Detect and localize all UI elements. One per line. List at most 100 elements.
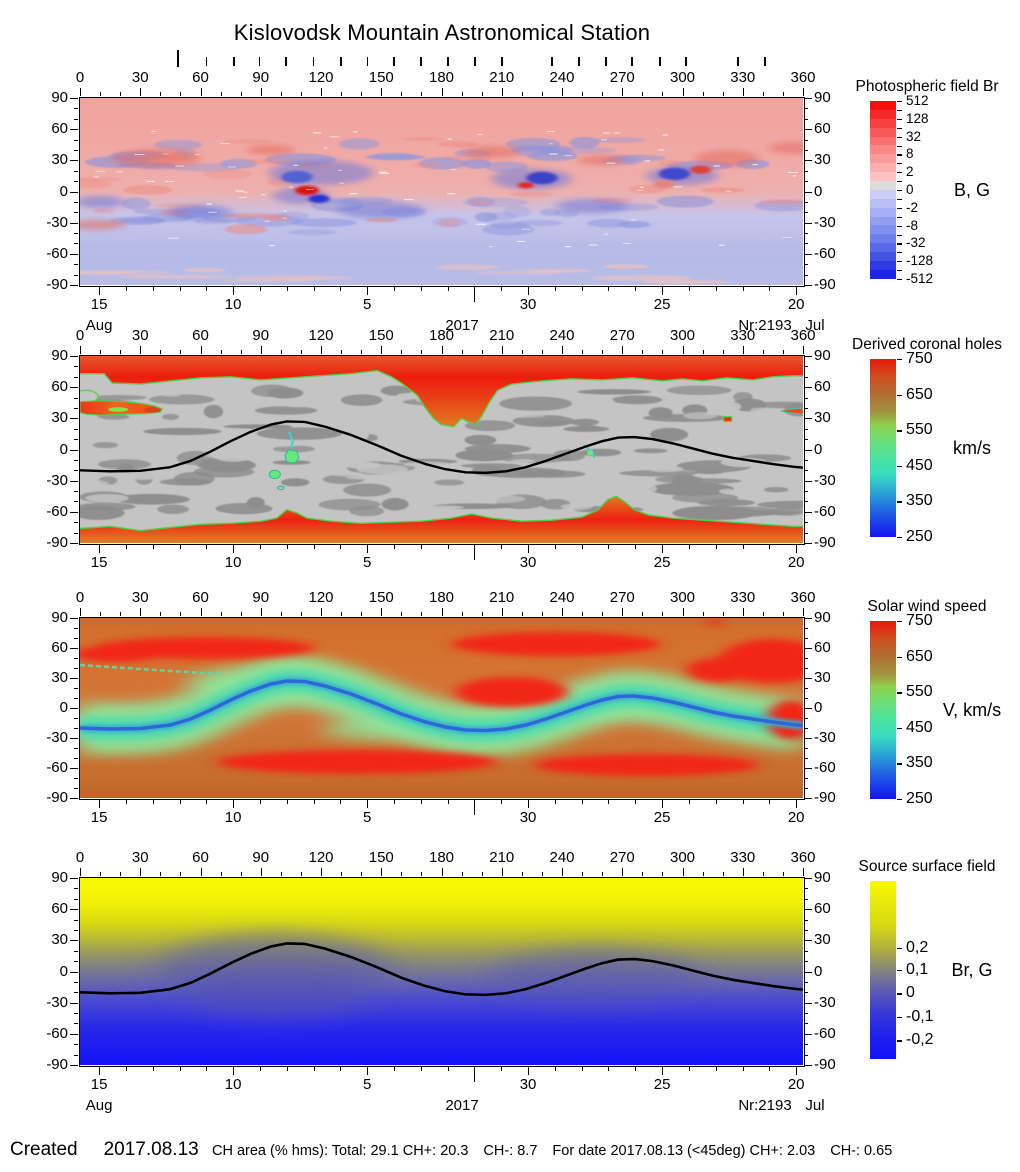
contour-speckle [488,246,493,248]
lon-tick-label: 0 [75,69,85,86]
lon-tick [742,346,744,354]
date-tick [528,1067,530,1075]
lat-tick [74,149,78,151]
lon-tick [300,872,302,876]
date-tick-label: 5 [363,1076,372,1093]
date-tick [125,800,127,804]
contour-speckle [283,210,287,212]
lat-tick [74,243,78,245]
lon-tick [622,346,624,354]
lat-tick [74,981,78,983]
contour-speckle [238,197,248,199]
colorbar-segment [870,225,896,235]
lat-tick [804,212,808,214]
lon-tick [421,612,423,616]
colorbar-tick [897,225,902,227]
lat-tick-label: 30 [814,409,831,427]
lon-tick-label: 300 [669,327,696,344]
lon-tick [361,92,363,96]
lat-tick [70,449,78,451]
lat-tick-label: -90 [814,534,836,551]
lat-tick-label: -30 [814,213,836,231]
lat-tick [70,678,78,679]
lat-tick [804,688,808,689]
lon-tick [240,92,242,96]
lon-tick [200,88,202,96]
date-tick-label: 10 [224,296,242,313]
ch-boundary-north [80,371,803,427]
lon-tick [682,608,684,616]
lat-tick [804,1065,812,1066]
lon-tick-label: 150 [368,69,394,86]
colorbar-segment [870,163,896,173]
lon-tick-label: 120 [308,589,334,606]
lat-tick [804,376,808,378]
contour-speckle [449,168,457,170]
colorbar-tick [897,947,902,949]
lat-tick [804,738,812,739]
lat-tick [74,628,78,629]
lat-tick [74,212,78,214]
lon-tick [582,92,584,96]
lat-tick [804,728,808,729]
contour-speckle [447,193,456,195]
lon-tick [160,872,162,876]
lat-tick-label: 60 [51,900,68,918]
contour-speckle [636,189,644,191]
lon-tick [180,612,182,616]
colorbar-segment [870,216,896,226]
lat-tick [74,532,78,534]
lon-tick [742,868,744,876]
year-label: 2017 [445,1097,479,1114]
colorbar-tick-label: 350 [906,492,933,510]
date-tick [474,1067,476,1082]
observation-day-tick [737,57,739,66]
contour-speckle [564,155,573,157]
colorbar-tick-label: -8 [906,217,919,233]
lat-tick [804,668,808,669]
lat-tick-label: 60 [51,639,68,656]
lon-tick-label: 90 [252,589,270,606]
lon-tick [200,346,202,354]
date-tick-label: 30 [519,1076,537,1093]
date-tick [179,545,181,549]
lon-tick-label: 360 [790,69,816,86]
colorbar-segment [870,189,896,199]
date-tick [554,287,556,291]
contour-speckle [447,138,452,140]
colorbar-tick [897,279,902,281]
colorbar-tick [897,127,902,129]
lon-tick [782,612,784,616]
contour-speckle [546,131,555,133]
date-tick [581,287,583,291]
lat-tick [70,222,78,224]
date-tick [367,545,369,553]
lat-tick-label: 30 [51,151,68,169]
lon-tick [762,350,764,354]
date-tick [635,1067,637,1071]
current-sheet-line [80,681,803,731]
lon-tick [722,612,724,616]
edge-sliver [781,408,803,414]
lon-tick [361,872,363,876]
lat-tick [74,728,78,729]
date-tick-label: 20 [787,1076,805,1093]
lon-tick [541,612,543,616]
observation-day-tick [551,57,553,66]
lat-tick [804,387,812,389]
date-tick [742,800,744,804]
lon-tick [562,346,563,354]
date-tick [447,1067,449,1071]
date-tick [554,545,556,549]
colorbar-segment [870,269,896,279]
colorbar-tick [897,621,902,623]
lat-tick [804,950,808,952]
date-tick [796,287,798,295]
date-tick [688,545,690,549]
lon-tick [461,92,463,96]
lon-tick [260,88,262,96]
lat-tick-label: 90 [51,347,68,364]
lon-tick [582,612,584,616]
colorbar-tick [897,118,902,120]
contour-speckle [235,190,245,192]
